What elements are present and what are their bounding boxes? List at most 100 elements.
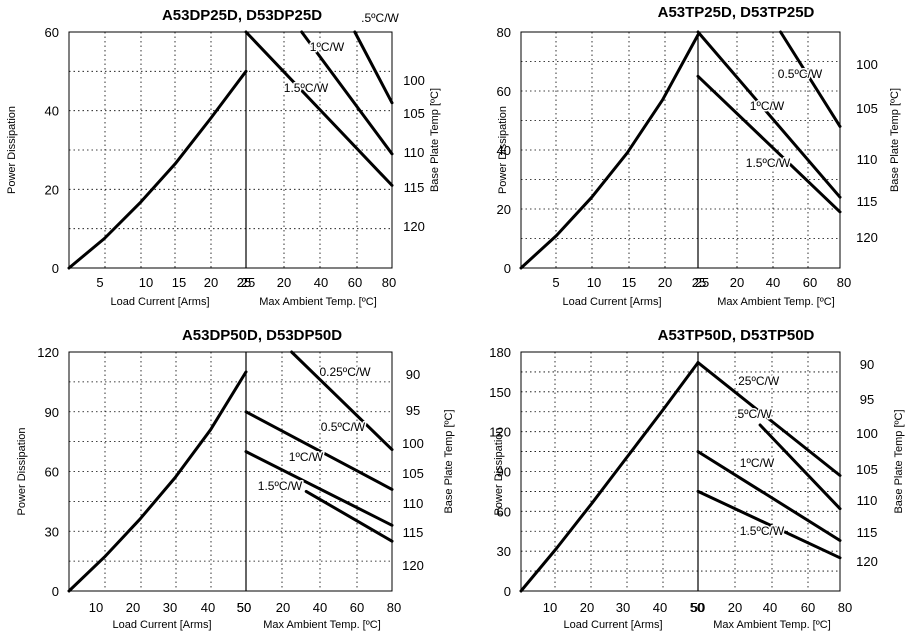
x-tick-label: 15	[622, 275, 636, 290]
secondary-tick-label: 110	[404, 145, 425, 160]
x-tick-label: 50	[237, 600, 251, 615]
y-tick-label: 0	[52, 584, 59, 599]
x-axis-label-load-current: Load Current [Arms]	[562, 296, 661, 308]
y-tick-label: 150	[489, 385, 511, 400]
secondary-tick-label: 110	[857, 152, 878, 167]
x-axis-label-ambient-temp: Max Ambient Temp. [ºC]	[713, 619, 831, 631]
secondary-axis-label: Base Plate Temp [ºC]	[889, 88, 901, 192]
chart-title: A53TP25D, D53TP25D	[658, 4, 815, 21]
x-tick-label: 20	[277, 275, 291, 290]
thermal-resistance-label: 0.5ºC/W	[321, 420, 366, 434]
y-axis-label-power: Power Dissipation	[497, 106, 509, 194]
thermal-resistance-label: 0.25ºC/W	[319, 365, 371, 379]
power-curve	[67, 69, 248, 270]
power-curve	[519, 33, 700, 270]
x-axis-label-load-current: Load Current [Arms]	[112, 619, 211, 631]
x-tick-label: 20	[728, 600, 742, 615]
y-tick-label: 120	[489, 425, 511, 440]
x-tick-label: 40	[763, 600, 777, 615]
x-tick-label: 5	[552, 275, 559, 290]
y-tick-label: 40	[45, 104, 59, 119]
y-axis-label-power: Power Dissipation	[493, 427, 505, 515]
secondary-tick-label: 105	[856, 462, 878, 477]
x-tick-label: 60	[350, 600, 364, 615]
x-tick-label: 80	[387, 600, 401, 615]
x-tick-label: 40	[766, 275, 780, 290]
derating-line	[353, 30, 394, 105]
x-tick-label: 20	[580, 600, 594, 615]
secondary-tick-label: 95	[860, 392, 874, 407]
x-tick-label: 20	[730, 275, 744, 290]
y-tick-label: 180	[489, 345, 511, 360]
secondary-tick-label: 105	[856, 101, 878, 116]
y-tick-label: 40	[497, 143, 511, 158]
derating-line	[290, 350, 394, 452]
thermal-resistance-label: .5ºC/W	[734, 407, 772, 421]
x-tick-label: 25	[241, 275, 255, 290]
y-tick-label: 30	[45, 524, 59, 539]
x-tick-label: 50	[690, 600, 704, 615]
y-tick-label: 60	[497, 504, 511, 519]
y-tick-label: 0	[504, 584, 511, 599]
y-tick-label: 80	[497, 25, 511, 40]
secondary-tick-label: 115	[404, 180, 425, 195]
chart-title: A53DP25D, D53DP25D	[162, 7, 322, 24]
x-tick-label: 30	[163, 600, 177, 615]
thermal-resistance-label: 1.5ºC/W	[258, 479, 303, 493]
y-tick-label: 20	[45, 182, 59, 197]
derating-line	[696, 450, 842, 542]
x-axis-label-load-current: Load Current [Arms]	[110, 296, 209, 308]
x-tick-label: 25	[692, 275, 706, 290]
y-tick-label: 120	[37, 345, 59, 360]
secondary-tick-label: 90	[406, 367, 420, 382]
x-tick-label: 40	[314, 275, 328, 290]
x-tick-label: 10	[139, 275, 153, 290]
secondary-tick-label: 100	[856, 426, 878, 441]
x-tick-label: 10	[89, 600, 103, 615]
x-tick-label: 40	[653, 600, 667, 615]
y-tick-label: 0	[52, 261, 59, 276]
x-axis-label-load-current: Load Current [Arms]	[563, 619, 662, 631]
thermal-resistance-label: 1ºC/W	[740, 456, 775, 470]
derating-line	[779, 30, 842, 128]
y-tick-label: 90	[45, 405, 59, 420]
x-tick-label: 25	[695, 275, 709, 290]
power-curve	[519, 361, 700, 593]
y-tick-label: 20	[497, 202, 511, 217]
x-tick-label: 5	[96, 275, 103, 290]
power-curve	[67, 370, 248, 593]
y-axis-label-power: Power Dissipation	[6, 106, 18, 194]
thermal-resistance-label: 1.5ºC/W	[746, 156, 791, 170]
derating-line	[244, 30, 394, 187]
x-tick-label: 50	[237, 600, 251, 615]
x-tick-label: 60	[801, 600, 815, 615]
secondary-tick-label: 115	[403, 525, 424, 540]
thermal-resistance-label: 1ºC/W	[289, 450, 324, 464]
x-tick-label: 60	[348, 275, 362, 290]
y-tick-label: 60	[497, 84, 511, 99]
x-tick-label: 40	[313, 600, 327, 615]
derating-line	[304, 489, 394, 543]
derating-line	[758, 423, 842, 511]
chart-title: A53DP50D, D53DP50D	[182, 327, 342, 344]
x-tick-label: 30	[616, 600, 630, 615]
derating-line	[244, 410, 394, 491]
secondary-axis-label: Base Plate Temp [ºC]	[429, 88, 441, 192]
derating-line	[696, 361, 842, 477]
secondary-tick-label: 90	[860, 357, 874, 372]
derating-line	[300, 30, 394, 156]
y-tick-label: 90	[497, 465, 511, 480]
x-axis-label-ambient-temp: Max Ambient Temp. [ºC]	[717, 296, 835, 308]
secondary-tick-label: 120	[856, 554, 878, 569]
secondary-tick-label: 120	[402, 558, 424, 573]
secondary-tick-label: 110	[857, 493, 878, 508]
thermal-resistance-label: 1.5ºC/W	[284, 81, 329, 95]
derating-line	[696, 74, 842, 214]
thermal-resistance-label: 0.5ºC/W	[778, 67, 823, 81]
secondary-tick-label: 105	[402, 466, 424, 481]
secondary-tick-label: 110	[403, 496, 424, 511]
secondary-tick-label: 105	[403, 106, 425, 121]
